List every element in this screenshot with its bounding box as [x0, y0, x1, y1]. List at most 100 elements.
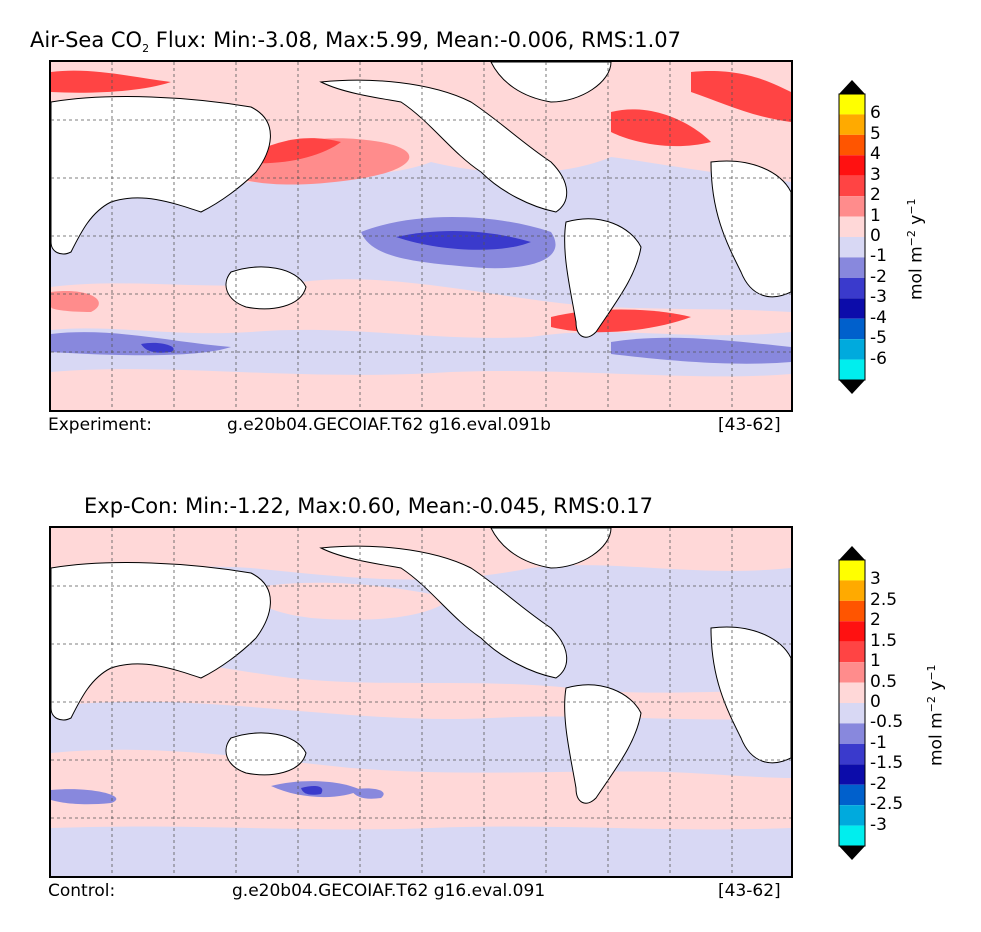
- footer-case-experiment: g.e20b04.GECOIAF.T62 g16.eval.091b: [227, 415, 551, 435]
- title-text-suffix: Flux: Min:-3.08, Max:5.99, Mean:-0.006, …: [149, 28, 681, 52]
- colorbar-tick-label: 2: [870, 185, 881, 206]
- map-2-svg: [51, 528, 791, 876]
- unit-text: mol m: [906, 246, 927, 300]
- unit-text-mid: y: [926, 680, 947, 697]
- diff-land-eurasia-africa: [51, 562, 271, 721]
- colorbar-segment: [839, 277, 865, 299]
- colorbar-segment: [839, 298, 865, 319]
- colorbar-1-svg: [838, 80, 866, 394]
- colorbar-segment: [839, 196, 865, 217]
- map-panel-2: [49, 526, 793, 878]
- colorbar-2-unit-label: mol m−2 y−1: [925, 664, 947, 766]
- colorbar-tick-label: 1: [870, 651, 881, 672]
- colorbar-segment: [839, 764, 865, 785]
- colorbar-2-svg: [838, 546, 866, 860]
- footer-years-experiment: [43-62]: [718, 415, 781, 435]
- colorbar-max-arrow: [839, 80, 865, 94]
- unit-text-mid: y: [906, 214, 927, 231]
- title-text: Air-Sea CO: [30, 28, 143, 52]
- colorbar-segment: [839, 318, 865, 340]
- map-1-svg: [51, 62, 791, 410]
- colorbar-max-arrow: [839, 546, 865, 560]
- colorbar-segment: [839, 723, 865, 744]
- colorbar-tick-label: -3: [870, 287, 887, 308]
- colorbar-segment: [839, 784, 865, 806]
- colorbar-tick-label: -4: [870, 307, 887, 328]
- colorbar-segment: [839, 339, 865, 360]
- diff-land-greenland: [490, 528, 612, 569]
- colorbar-tick-label: 0.5: [870, 671, 898, 692]
- colorbar-tick-label: -5: [870, 328, 887, 349]
- colorbar-tick-label: -3: [870, 814, 887, 835]
- unit-exponent-2: −1: [905, 198, 918, 215]
- colorbar-tick-label: 3: [870, 569, 881, 590]
- colorbar-tick-label: -2: [870, 266, 887, 287]
- colorbar-segment: [839, 600, 865, 622]
- colorbar-2-segments: [838, 559, 866, 847]
- colorbar-segment: [839, 580, 865, 601]
- footer-label-experiment: Experiment:: [48, 415, 152, 435]
- footer-years-control: [43-62]: [718, 881, 781, 901]
- colorbar-segment: [839, 682, 865, 703]
- flux-north-atlantic-red: [691, 71, 791, 122]
- panel-2-title: Exp-Con: Min:-1.22, Max:0.60, Mean:-0.04…: [84, 494, 654, 518]
- diff-southern-blue-mid: [351, 788, 384, 799]
- land-north-america: [319, 79, 568, 213]
- colorbar-tick-label: -1: [870, 246, 887, 267]
- footer-label-control: Control:: [48, 881, 116, 901]
- colorbar-tick-label: 1: [870, 205, 881, 226]
- colorbar-tick-label: 6: [870, 103, 881, 124]
- footer-case-control: g.e20b04.GECOIAF.T62 g16.eval.091: [232, 881, 546, 901]
- diff-graticule: [51, 528, 791, 876]
- colorbar-segment: [839, 641, 865, 663]
- land-greenland: [490, 62, 612, 103]
- colorbar-tick-label: 2: [870, 610, 881, 631]
- colorbar-1-segments: [838, 93, 866, 381]
- colorbar-tick-label: 1.5: [870, 630, 898, 651]
- colorbar-segment: [839, 662, 865, 683]
- colorbar-segment: [839, 216, 865, 237]
- unit-exponent-1: −2: [905, 230, 918, 247]
- diff-southern-blue-west: [51, 789, 117, 805]
- land-australia: [225, 266, 307, 310]
- colorbar-tick-label: -2: [870, 773, 887, 794]
- diff-land-north-america: [319, 545, 568, 679]
- panel-1-title: Air-Sea CO2 Flux: Min:-3.08, Max:5.99, M…: [30, 28, 681, 55]
- colorbar-tick-label: 0: [870, 692, 881, 712]
- colorbar-segment: [839, 825, 865, 846]
- colorbar-segment: [839, 805, 865, 826]
- colorbar-segment: [839, 94, 865, 115]
- unit-exponent-1: −2: [925, 696, 938, 713]
- colorbar-segment: [839, 621, 865, 642]
- colorbar-tick-label: -1: [870, 732, 887, 753]
- colorbar-1-unit-label: mol m−2 y−1: [905, 198, 927, 300]
- land-africa-east: [710, 160, 791, 298]
- flux-south-indian-pink: [51, 291, 99, 312]
- colorbar-tick-label: -6: [870, 348, 887, 369]
- flux-gulfstream-red: [611, 109, 711, 147]
- diff-south-australia-darkblue: [301, 786, 323, 795]
- colorbar-segment: [839, 359, 865, 380]
- unit-exponent-2: −1: [925, 664, 938, 681]
- flux-southern-ocean-blue: [51, 332, 231, 356]
- colorbar-tick-label: -1.5: [870, 753, 904, 774]
- colorbar-1: 6 5 4 3 2 1 0 -1 -2 -3 -4 -5 -6: [838, 80, 887, 394]
- colorbar-segment: [839, 134, 865, 156]
- diff-north-pacific-pink: [251, 582, 451, 620]
- colorbar-segment: [839, 743, 865, 765]
- flux-red-nw: [51, 70, 171, 93]
- colorbar-segment: [839, 155, 865, 176]
- colorbar-2: 3 2.5 2 1.5 1 0.5 0 -0.5 -1 -1.5 -2 -2.5 -3: [838, 546, 903, 860]
- colorbar-segment: [839, 560, 865, 581]
- diff-land-australia: [225, 732, 307, 776]
- diff-land-south-america: [564, 684, 642, 804]
- colorbar-tick-label: 3: [870, 164, 881, 185]
- colorbar-tick-label: -0.5: [870, 712, 904, 733]
- land-south-america: [564, 218, 642, 338]
- colorbar-min-arrow: [839, 846, 865, 860]
- colorbar-segment: [839, 114, 865, 135]
- colorbar-segment: [839, 703, 865, 724]
- diff-land-africa-east: [710, 626, 791, 764]
- title-subscript: 2: [142, 42, 150, 56]
- land-eurasia-africa: [51, 96, 271, 255]
